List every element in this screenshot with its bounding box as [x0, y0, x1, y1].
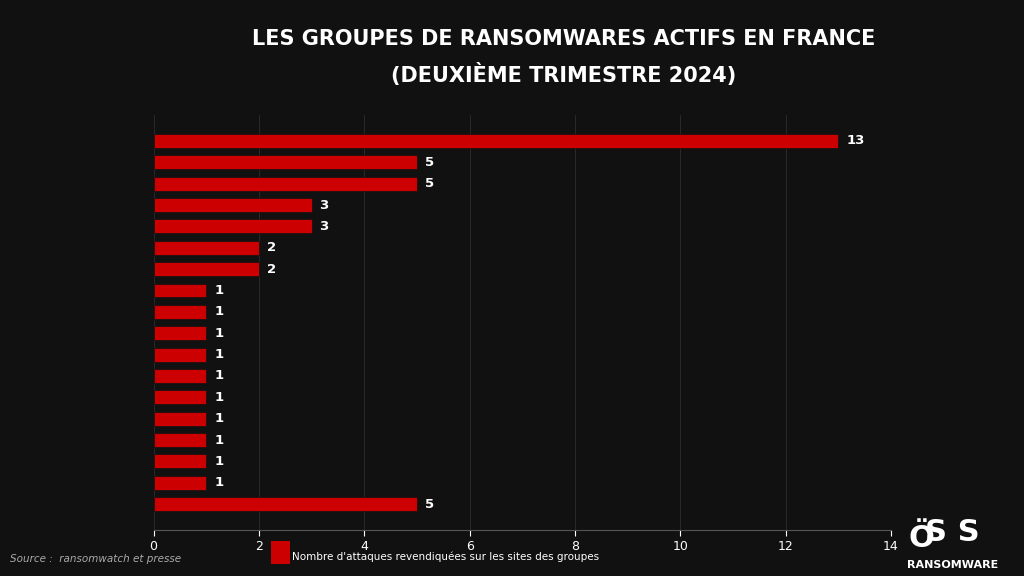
Text: LES GROUPES DE RANSOMWARES ACTIFS EN FRANCE: LES GROUPES DE RANSOMWARES ACTIFS EN FRA…	[252, 29, 874, 49]
Text: 1: 1	[214, 476, 223, 489]
Text: 3: 3	[319, 220, 329, 233]
Bar	[154, 326, 206, 340]
Bar	[154, 177, 417, 191]
Bar	[154, 391, 206, 404]
Text: 1: 1	[214, 412, 223, 425]
Bar	[154, 348, 206, 362]
Bar	[154, 412, 206, 426]
Text: Nombre d'attaques revendiquées sur les sites des groupes: Nombre d'attaques revendiquées sur les s…	[292, 551, 599, 562]
Bar	[154, 433, 206, 447]
Bar	[154, 497, 417, 511]
Bar	[154, 156, 417, 169]
Text: 5: 5	[425, 498, 434, 511]
Text: (DEUXIÈME TRIMESTRE 2024): (DEUXIÈME TRIMESTRE 2024)	[390, 63, 736, 86]
Text: 1: 1	[214, 391, 223, 404]
Text: Source :  ransomwatch et presse: Source : ransomwatch et presse	[10, 555, 181, 564]
Text: 1: 1	[214, 348, 223, 361]
Text: 1: 1	[214, 434, 223, 446]
Text: 1: 1	[214, 369, 223, 382]
Text: 2: 2	[267, 263, 275, 276]
Bar	[154, 369, 206, 383]
Text: 5: 5	[425, 156, 434, 169]
Text: RANSOMWARE: RANSOMWARE	[906, 560, 998, 570]
Text: 1: 1	[214, 455, 223, 468]
Bar	[154, 198, 311, 212]
Text: S S: S S	[925, 518, 980, 547]
Bar	[154, 219, 311, 233]
Text: 2: 2	[267, 241, 275, 254]
Text: 1: 1	[214, 327, 223, 340]
Bar	[154, 476, 206, 490]
Text: 3: 3	[319, 199, 329, 211]
Text: 1: 1	[214, 305, 223, 319]
Bar	[154, 134, 839, 148]
Text: 5: 5	[425, 177, 434, 190]
Text: Ö: Ö	[908, 524, 935, 553]
Text: 1: 1	[214, 284, 223, 297]
Text: 13: 13	[846, 134, 864, 147]
Bar	[154, 283, 206, 297]
Bar	[154, 305, 206, 319]
Bar	[154, 454, 206, 468]
Bar	[154, 262, 259, 276]
Bar	[154, 241, 259, 255]
